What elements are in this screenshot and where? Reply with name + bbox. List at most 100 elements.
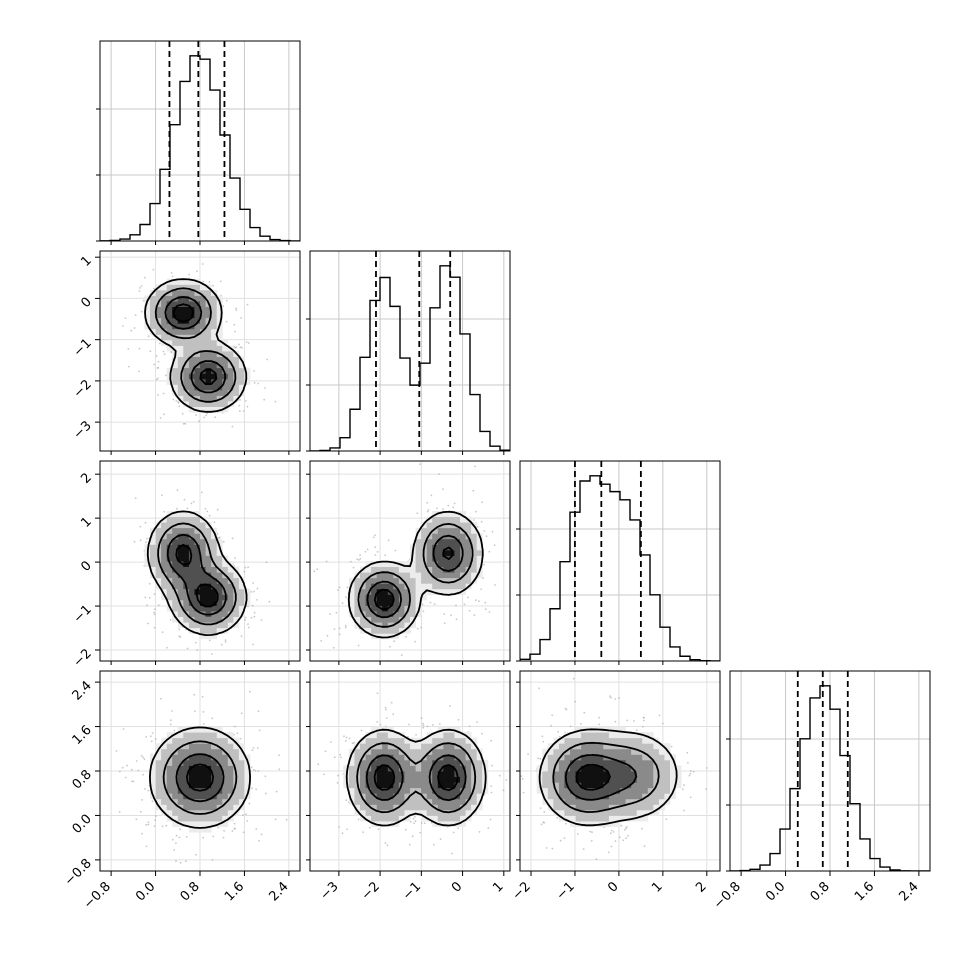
scatter-point [263,398,266,401]
scatter-point [147,622,149,625]
density-cell [547,776,554,783]
density-cell [625,793,632,800]
density-cell [211,743,218,750]
scatter-point [722,786,724,788]
density-cell [205,633,212,640]
density-cell [570,748,576,755]
density-cell [211,334,218,341]
density-cell [211,339,218,346]
density-cell [216,583,223,590]
density-cell [421,533,428,540]
density-cell [188,732,195,739]
density-cell [647,737,654,744]
density-cell [387,804,394,811]
density-cell [188,301,195,307]
density-cell [188,588,195,595]
scatter-point [525,794,527,796]
density-cell [360,804,366,811]
density-cell [177,295,184,302]
density-cell [183,345,190,352]
scatter-point [422,724,425,727]
density-cell [194,793,201,800]
density-cell [448,754,455,761]
density-cell [183,516,190,523]
density-cell [608,759,615,766]
density-cell [194,754,201,761]
density-cell [404,577,411,584]
density-cell [376,793,383,800]
density-cell [608,748,615,755]
density-cell [393,622,400,629]
density-cell [421,793,428,800]
scatter-point [252,643,255,646]
density-cell [460,538,466,545]
contour-line [373,546,454,611]
density-cell [460,793,466,800]
density-cell [205,334,212,341]
density-cell [476,759,483,766]
density-cell [354,605,361,612]
density-cell [614,782,621,789]
contour-line [345,728,487,827]
scatter-point [442,488,444,490]
scatter-point [665,818,668,820]
density-cell [354,754,361,761]
density-cell [194,748,201,755]
density-cell [415,787,422,794]
density-cell [465,522,472,529]
density-cell [410,754,416,761]
density-cell [376,594,383,601]
density-cell [376,616,383,623]
density-cell [398,798,405,805]
density-cell [365,743,372,750]
scatter-point [161,494,163,497]
density-cell [238,367,245,374]
scatter-point [433,603,436,605]
x-tick-label: −2 [510,879,534,903]
scatter-point [186,507,189,510]
density-cell [376,743,383,750]
scatter-point [138,290,141,292]
density-cell [432,754,439,761]
density-cell [620,798,626,805]
scatter-point [242,410,245,412]
density-cell [194,583,201,590]
density-cell [161,793,168,800]
scatter-point [483,530,485,532]
density-cell [443,572,450,579]
density-cell [200,289,206,296]
density-cell [371,759,378,766]
density-cell [161,284,168,291]
scatter-point [429,601,432,604]
density-cell [426,793,433,800]
density-cell [205,306,212,313]
density-cell [200,323,206,330]
scatter-point [240,712,243,715]
density-cell [603,776,610,783]
scatter-point [491,530,494,533]
density-cell [233,362,240,369]
density-cell [426,561,433,567]
density-cell [664,765,671,772]
scatter-point [244,616,247,619]
scatter-point [478,600,480,603]
density-cell [460,577,466,584]
scatter-point [572,677,575,680]
scatter-point [574,700,577,703]
density-cell [172,301,179,307]
density-cell [227,743,234,750]
scatter-point [255,828,258,830]
density-cell [205,527,212,534]
density-cell [647,748,654,755]
scatter-point [463,603,466,606]
density-cell [415,577,422,584]
density-cell [387,809,394,816]
density-cell [233,605,240,612]
density-cell [188,815,195,822]
density-cell [205,748,212,755]
density-cell [465,538,472,545]
density-cell [614,815,621,822]
scatter-point [543,811,546,813]
density-cell [558,776,565,783]
density-cell [227,588,234,595]
